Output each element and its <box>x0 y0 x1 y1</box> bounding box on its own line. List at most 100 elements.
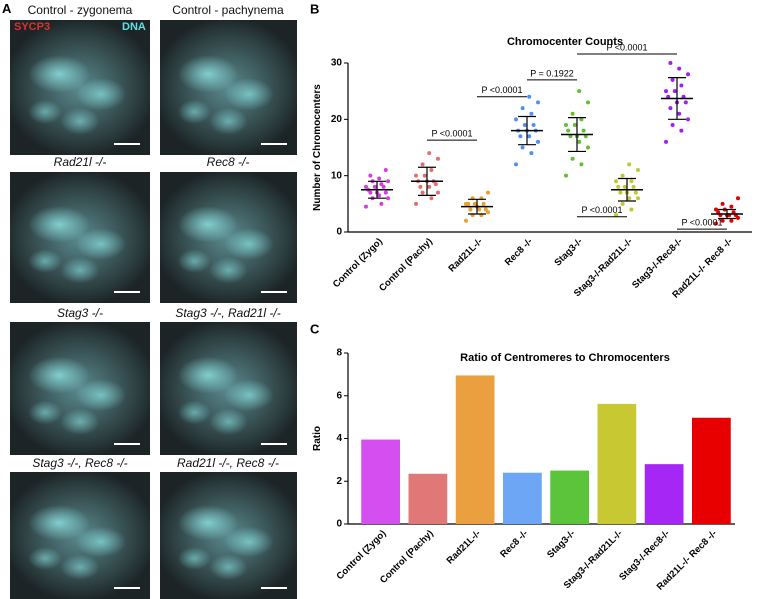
data-point <box>683 100 688 105</box>
data-point <box>368 173 373 178</box>
data-point <box>422 173 427 178</box>
data-point <box>566 128 571 133</box>
x-tick-label: Rad21L-/- <box>445 528 483 566</box>
data-point <box>729 218 734 223</box>
data-point <box>736 215 740 220</box>
data-point <box>629 207 634 212</box>
x-tick-label: Rec8 -/- <box>503 236 535 268</box>
x-tick-label: Stag3-/-Rec8-/- <box>630 236 685 291</box>
data-point <box>420 190 425 195</box>
micrograph <box>10 472 150 599</box>
data-point <box>581 128 586 133</box>
data-point <box>668 106 673 111</box>
panel-label: C <box>310 321 320 336</box>
data-point <box>433 182 438 187</box>
data-point <box>620 173 625 178</box>
bar <box>408 473 448 524</box>
p-value: P <0.0001 <box>681 218 722 228</box>
data-point <box>520 145 525 150</box>
data-point <box>577 89 582 94</box>
data-point <box>720 201 725 206</box>
micrograph <box>160 172 297 303</box>
data-point <box>679 83 684 88</box>
data-point <box>564 173 568 178</box>
bar <box>455 375 495 524</box>
panel-title: Rec8 -/- <box>206 155 250 169</box>
channel-label: DNA <box>122 21 146 33</box>
data-point <box>464 201 468 206</box>
data-point <box>686 117 690 122</box>
x-tick-label: Control (Zygo) <box>331 236 385 290</box>
data-point <box>481 201 486 206</box>
micrograph <box>160 20 297 155</box>
data-point <box>579 117 584 122</box>
data-point <box>720 218 725 223</box>
data-point <box>670 122 675 127</box>
panel-title: Stag3 -/- <box>56 306 104 320</box>
data-point <box>364 184 368 189</box>
data-point <box>614 213 618 218</box>
micrograph <box>10 20 150 155</box>
bar <box>361 439 400 524</box>
data-point <box>518 134 523 139</box>
micrograph <box>160 472 297 599</box>
p-value: P <0.0001 <box>606 42 647 52</box>
data-point <box>686 72 690 77</box>
data-point <box>379 201 384 206</box>
y-axis-label: Number of Chromocenters <box>312 84 323 211</box>
data-point <box>414 173 418 178</box>
data-point <box>414 201 418 206</box>
data-point <box>383 168 388 173</box>
panel-title: Control - zygonema <box>27 3 133 17</box>
x-tick-label: Stag3-/- <box>545 528 577 560</box>
data-point <box>522 122 527 127</box>
panel-title: Control - pachynema <box>172 3 284 17</box>
y-tick-label: 30 <box>331 58 343 69</box>
data-point <box>427 151 432 156</box>
data-point <box>529 111 534 116</box>
data-point <box>564 122 568 127</box>
x-tick-label: Control (Pachy) <box>377 236 435 294</box>
data-point <box>386 196 390 201</box>
chart-title: Chromocenter Counts <box>507 36 623 48</box>
x-tick-label: Rec8 -/- <box>498 528 530 560</box>
panel-title: Stag3 -/-, Rad21l -/- <box>175 306 281 320</box>
micrograph <box>160 322 297 455</box>
data-point <box>670 77 675 82</box>
data-point <box>668 61 673 65</box>
x-tick-label: Control (Zygo) <box>334 528 388 582</box>
data-point <box>379 182 384 187</box>
data-point <box>633 190 638 195</box>
data-point <box>529 151 534 156</box>
data-point <box>429 196 434 201</box>
data-point <box>386 179 390 184</box>
data-point <box>577 139 582 144</box>
bar <box>644 464 684 524</box>
data-point <box>616 184 621 189</box>
micrograph <box>10 172 150 303</box>
p-value: P <0.0001 <box>431 129 472 139</box>
data-point <box>520 106 525 111</box>
data-point <box>436 190 440 195</box>
bar <box>503 472 542 524</box>
data-point <box>486 190 490 195</box>
data-point <box>636 168 640 173</box>
data-point <box>536 139 540 144</box>
panel-title: Rad21l -/- <box>53 155 107 169</box>
data-point <box>618 190 623 195</box>
data-point <box>586 145 590 150</box>
data-point <box>377 176 382 181</box>
bar <box>692 417 731 524</box>
data-point <box>714 207 718 212</box>
data-point <box>677 66 682 71</box>
data-point <box>736 196 740 201</box>
x-tick-label: Rad21L-/- <box>447 236 485 274</box>
data-point <box>629 179 634 184</box>
data-point <box>622 184 627 189</box>
data-point <box>570 156 575 161</box>
p-value: P <0.0001 <box>581 205 622 215</box>
data-point <box>664 89 668 94</box>
y-tick-label: 6 <box>336 390 342 401</box>
data-point <box>586 100 590 105</box>
